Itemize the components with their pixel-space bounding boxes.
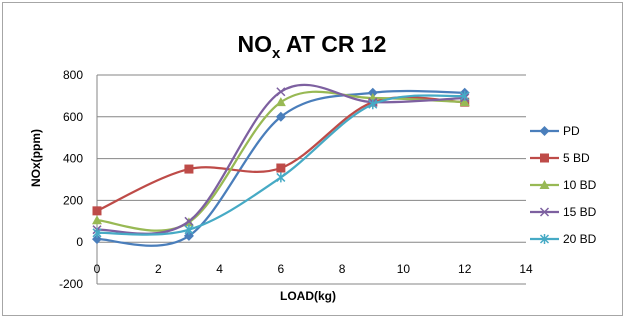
data-point <box>183 230 194 241</box>
data-point <box>92 234 102 245</box>
y-tick-label: 400 <box>63 152 83 166</box>
legend-marker <box>539 207 550 217</box>
gridlines <box>97 74 526 285</box>
y-tick-label: 600 <box>63 110 83 124</box>
legend: PD 5 BD 10 BD 15 BD 20 BD <box>530 124 597 246</box>
series-line-3 <box>96 83 465 235</box>
series-line-0 <box>96 89 465 247</box>
data-point <box>276 163 286 173</box>
y-tick-label: 200 <box>63 193 83 207</box>
legend-item: PD <box>530 124 580 138</box>
data-point <box>92 215 102 225</box>
legend-item: 10 BD <box>530 178 597 192</box>
x-tick-label: 8 <box>339 262 346 276</box>
x-tick-label: 2 <box>155 262 162 276</box>
x-tick-label: 10 <box>397 262 411 276</box>
data-point <box>184 224 194 235</box>
data-point <box>459 97 470 107</box>
data-point <box>184 216 194 226</box>
x-tick-label: 14 <box>519 262 533 276</box>
legend-item: 20 BD <box>530 232 597 246</box>
x-axis-title: LOAD(kg) <box>280 289 336 303</box>
data-point <box>367 87 378 98</box>
y-axis-title: NOx(ppm) <box>29 129 43 187</box>
legend-item: 15 BD <box>530 205 597 219</box>
y-tick-label: 0 <box>76 235 83 249</box>
data-point <box>92 206 102 216</box>
data-point <box>275 111 286 122</box>
chart-title: NOx AT CR 12 <box>238 31 387 62</box>
data-point <box>92 227 102 238</box>
y-tick-label: 800 <box>63 68 83 82</box>
legend-marker <box>539 234 550 244</box>
data-point <box>460 90 470 101</box>
tick-labels: -200 0 200 400 600 800 0 2 4 6 8 10 12 14 <box>59 68 533 291</box>
x-tick-label: 12 <box>458 262 472 276</box>
legend-label: 15 BD <box>563 205 597 219</box>
legend-label: 5 BD <box>563 151 590 165</box>
legend-item: 5 BD <box>530 151 590 165</box>
data-point <box>275 97 286 107</box>
series-group <box>92 83 470 247</box>
legend-marker <box>539 126 550 136</box>
legend-marker <box>539 180 550 189</box>
x-tick-label: 0 <box>94 262 101 276</box>
x-tick-label: 4 <box>216 262 223 276</box>
legend-marker <box>540 153 549 163</box>
legend-label: 20 BD <box>563 232 597 246</box>
legend-label: 10 BD <box>563 178 597 192</box>
data-point <box>276 87 286 97</box>
y-tick-label: -200 <box>59 277 83 291</box>
axes <box>96 75 526 284</box>
x-tick-label: 6 <box>278 262 285 276</box>
data-point <box>184 164 194 174</box>
data-point <box>276 172 286 183</box>
legend-label: PD <box>563 124 580 138</box>
data-point <box>368 99 378 110</box>
